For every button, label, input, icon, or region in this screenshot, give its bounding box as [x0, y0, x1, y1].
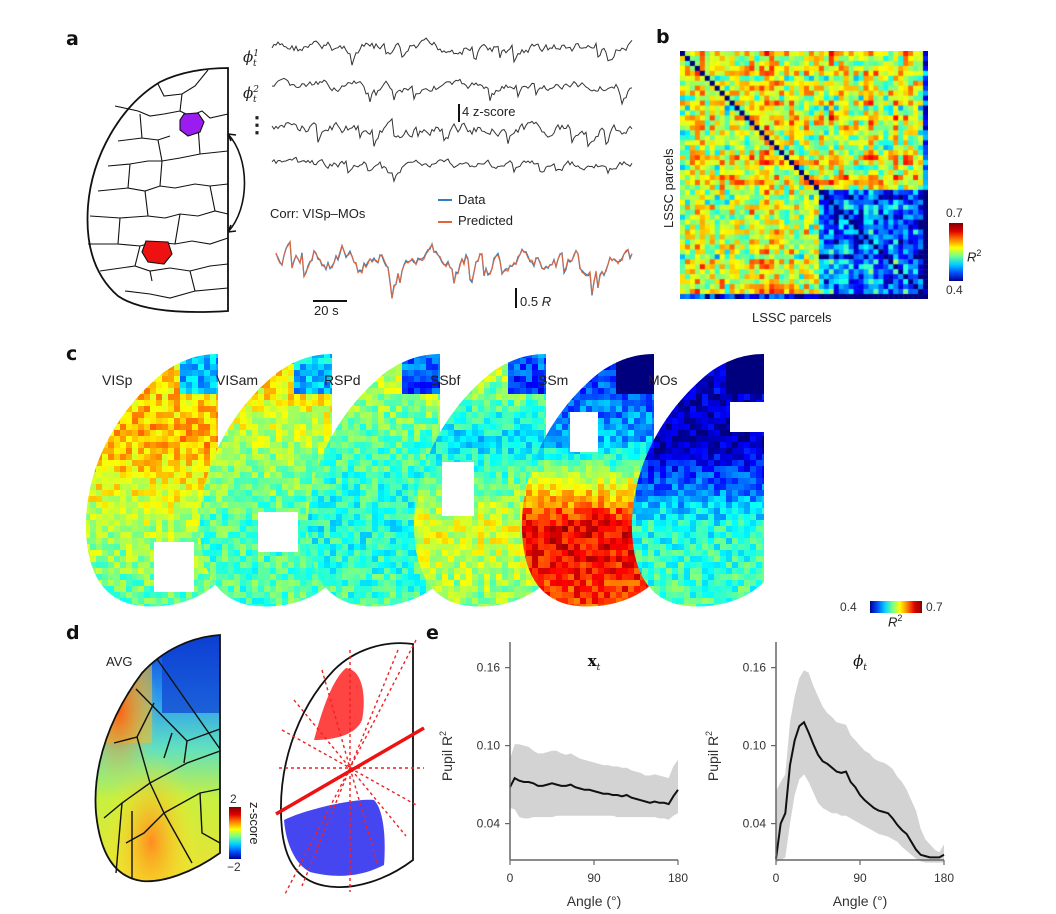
- d-colorbar-label: z-score: [247, 802, 262, 845]
- chart-title: xt: [588, 652, 601, 673]
- confidence-band: [510, 744, 678, 820]
- target-parcel-mos: [141, 240, 173, 265]
- map-label-ssbf: SSbf: [430, 372, 461, 388]
- x-tick-label: 0: [507, 871, 514, 885]
- panel-a-letter: a: [66, 28, 79, 50]
- avg-label: AVG: [106, 654, 133, 669]
- predicted-trace: [275, 239, 633, 299]
- latent-trace: [271, 117, 633, 148]
- angle-schematic: [275, 639, 425, 897]
- r2-map-ssbf: [413, 354, 546, 607]
- panel-b-letter: b: [656, 26, 670, 48]
- source-parcel-visp: [179, 112, 205, 137]
- y-tick-label: 0.16: [477, 661, 501, 675]
- c-colorbar: [870, 601, 922, 613]
- legend-predicted-label: Predicted: [458, 213, 513, 228]
- y-tick-label: 0.16: [743, 661, 767, 675]
- d-colorbar-min: −2: [227, 860, 241, 874]
- data-trace: [275, 240, 633, 298]
- y-axis-label: Pupil R2: [438, 731, 455, 781]
- x-axis-label: Angle (°): [833, 893, 888, 909]
- correlation-trace: [275, 239, 633, 299]
- r2-map-mos: [631, 354, 764, 607]
- masked-region: [730, 402, 764, 432]
- r2-map-ssm: [521, 354, 654, 607]
- map-label-mos: MOs: [648, 372, 678, 388]
- confidence-band: [776, 670, 944, 863]
- mean-line: [775, 720, 945, 859]
- x-axis-label: Angle (°): [567, 893, 622, 909]
- correlation-arrow-icon: [227, 133, 246, 233]
- latent-trace: [271, 37, 633, 66]
- heatmap-colorbar-label: R2: [967, 248, 982, 265]
- d-colorbar-max: 2: [230, 792, 237, 806]
- map-label-visam: VISam: [216, 372, 259, 388]
- y-tick-label: 0.04: [477, 817, 501, 831]
- x-tick-label: 180: [668, 871, 688, 885]
- avg-zscore-map: [94, 634, 221, 883]
- latent-traces: [271, 37, 633, 183]
- legend-predicted-swatch: [438, 221, 452, 223]
- panel-e-letter: e: [426, 622, 439, 644]
- negative-region: [284, 799, 385, 876]
- x-tick-label: 90: [853, 871, 867, 885]
- map-label-rspd: RSPd: [324, 372, 361, 388]
- r-scalebar-label: 0.5 R: [520, 294, 552, 309]
- latent-trace: [271, 156, 633, 183]
- preferred-angle-line: [275, 726, 425, 816]
- chart-phit: 0.04 0.10 0.16 0 90 180 Angle (°) Pupil R2 ϕt: [704, 642, 954, 909]
- x-tick-label: 90: [587, 871, 601, 885]
- masked-region: [154, 542, 194, 592]
- masked-region: [258, 512, 298, 552]
- legend-data-swatch: [438, 199, 452, 201]
- heatmap-colorbar-max: 0.7: [946, 206, 963, 220]
- d-colorbar: [229, 807, 241, 859]
- x-tick-label: 0: [773, 871, 780, 885]
- r2-map-visp: [85, 354, 218, 607]
- zscore-scalebar-label: 4 z-score: [462, 104, 516, 119]
- chart-title: ϕt: [853, 652, 867, 673]
- map-label-visp: VISp: [102, 372, 133, 388]
- panel-c-letter: c: [66, 343, 78, 365]
- r-scalebar: [515, 288, 517, 308]
- y-tick-label: 0.10: [477, 739, 501, 753]
- c-colorbar-label: R2: [888, 613, 903, 630]
- heatmap-colorbar-min: 0.4: [946, 283, 963, 297]
- time-scalebar-label: 20 s: [314, 303, 339, 318]
- latent-label-1: ϕ1t: [243, 48, 259, 69]
- map-label-ssm: SSm: [538, 372, 569, 388]
- c-colorbar-min: 0.4: [840, 600, 857, 614]
- zscore-scalebar: [458, 104, 460, 122]
- ellipsis-icon: ⋮: [246, 112, 268, 137]
- panel-d-letter: d: [66, 622, 80, 644]
- chart-xt: 0.04 0.10 0.16 0 90 180 Angle (°) Pupil R2 xt: [438, 642, 688, 909]
- r2-heatmap: [680, 51, 928, 299]
- c-colorbar-max: 0.7: [926, 600, 943, 614]
- y-axis-label: Pupil R2: [704, 731, 721, 781]
- time-scalebar: [313, 300, 347, 302]
- mean-line: [509, 776, 679, 806]
- brain-parcellation-map: [86, 67, 229, 313]
- heatmap-xlabel: LSSC parcels: [752, 310, 832, 325]
- legend-data-label: Data: [458, 192, 486, 207]
- x-tick-label: 180: [934, 871, 954, 885]
- masked-region: [570, 412, 598, 452]
- heatmap-colorbar: [949, 223, 963, 281]
- latent-trace: [271, 77, 633, 106]
- y-tick-label: 0.04: [743, 817, 767, 831]
- positive-region: [314, 668, 364, 740]
- latent-label-2: ϕ2t: [243, 84, 259, 105]
- heatmap-ylabel: LSSC parcels: [661, 148, 676, 228]
- y-tick-label: 0.10: [743, 739, 767, 753]
- masked-region: [442, 462, 474, 516]
- corr-title: Corr: VISp–MOs: [270, 206, 366, 221]
